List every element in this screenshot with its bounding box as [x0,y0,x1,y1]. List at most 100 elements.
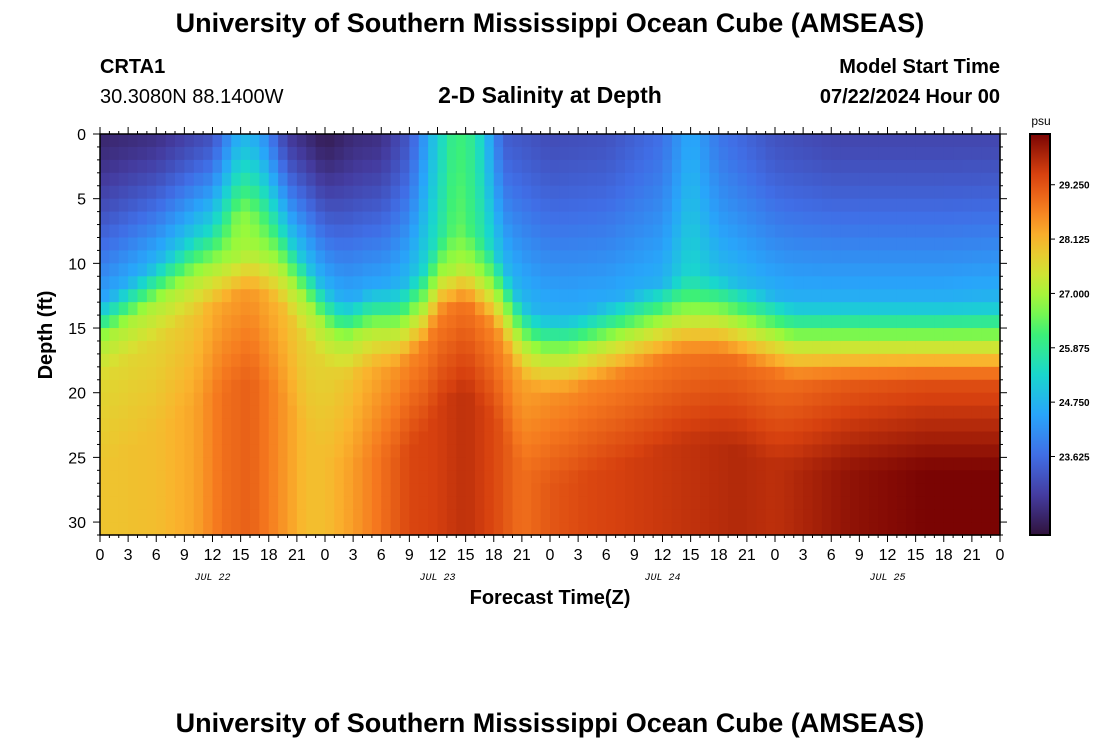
heatmap-cell [784,470,795,484]
heatmap-cell [268,134,279,148]
heatmap-cell [840,276,851,290]
heatmap-cell [756,366,767,381]
heatmap-cell [737,328,748,342]
heatmap-cell [306,302,317,316]
heatmap-cell [896,470,907,484]
heatmap-cell [418,444,429,458]
heatmap-cell [100,457,110,471]
heatmap-cell [971,431,982,446]
heatmap-cell [100,224,110,239]
heatmap-cell [250,392,260,407]
heatmap-cell [278,522,289,536]
heatmap-cell [465,431,476,446]
heatmap-cell [606,172,617,187]
heatmap-cell [803,470,814,484]
plot-subtitle: 2-D Salinity at Depth [438,82,662,108]
heatmap-cell [268,146,279,161]
heatmap-cell [100,172,110,187]
heatmap-cell [109,457,120,471]
heatmap-cell [756,276,767,290]
heatmap-cell [362,289,373,303]
heatmap-cell [521,366,532,381]
heatmap-cell [606,509,617,523]
heatmap-cell [334,483,345,497]
heatmap-cell [100,159,110,174]
heatmap-cell [981,353,992,368]
heatmap-cell [868,470,879,484]
heatmap-cell [381,198,392,213]
heatmap-cell [409,146,420,161]
heatmap-cell [550,509,560,523]
heatmap-cell [381,405,392,420]
heatmap-cell [887,198,898,213]
heatmap-cell [371,224,382,239]
heatmap-cell [793,302,804,316]
date-labels: JUL 22 JUL 23 JUL 24 JUL 25 [194,573,905,584]
heatmap-cell [325,522,335,536]
heatmap-cell [990,302,1001,316]
heatmap-cell [812,522,823,536]
heatmap-cell [437,159,448,174]
heatmap-cell [681,522,692,536]
heatmap-cell [193,392,204,407]
heatmap-cell [868,405,879,420]
heatmap-cell [409,340,420,355]
heatmap-cell [315,198,326,213]
heatmap-cell [746,431,757,446]
heatmap-cell [512,418,523,433]
heatmap-cell [315,315,326,329]
heatmap-cell [746,263,757,277]
heatmap-cell [878,496,889,510]
heatmap-cell [606,263,617,277]
heatmap-cell [531,134,542,148]
heatmap-cell [690,159,701,174]
heatmap-cell [821,237,832,252]
heatmap-cell [390,457,401,471]
heatmap-cell [268,509,279,523]
heatmap-cell [156,185,167,200]
heatmap-cell [315,263,326,277]
heatmap-cell [887,522,898,536]
x-tick-label: 15 [907,547,925,564]
heatmap-cell [906,172,917,187]
heatmap-cell [878,392,889,407]
heatmap-cell [175,418,185,433]
heatmap-cell [128,457,139,471]
heatmap-cell [728,172,739,187]
heatmap-cell [803,379,814,394]
colorbar-tick-label: 25.875 [1059,344,1090,355]
heatmap-cell [737,211,748,226]
heatmap-cell [803,315,814,329]
heatmap-cell [540,250,551,264]
heatmap-cell [728,250,739,264]
heatmap-cell [353,470,364,484]
heatmap-cell [765,379,776,394]
heatmap-cell [362,146,373,161]
heatmap-cell [859,198,870,213]
heatmap-cell [146,276,157,290]
heatmap-cell [409,315,420,329]
heatmap-cell [118,379,129,394]
heatmap-cell [503,315,514,329]
heatmap-cell [700,134,710,148]
heatmap-cell [503,457,514,471]
heatmap-cell [137,444,148,458]
heatmap-cell [700,405,710,420]
heatmap-cell [409,185,420,200]
heatmap-cell [437,224,448,239]
heatmap-cell [906,315,917,329]
heatmap-cell [400,496,410,510]
heatmap-cell [700,276,710,290]
heatmap-cell [325,250,335,264]
heatmap-cell [737,431,748,446]
heatmap-cell [100,237,110,252]
heatmap-cell [943,353,954,368]
heatmap-cell [475,509,485,523]
heatmap-cell [568,289,579,303]
heatmap-cell [465,146,476,161]
heatmap-cell [990,146,1001,161]
heatmap-cell [615,509,626,523]
heatmap-cell [596,134,607,148]
heatmap-cell [203,483,214,497]
heatmap-cell [221,496,232,510]
